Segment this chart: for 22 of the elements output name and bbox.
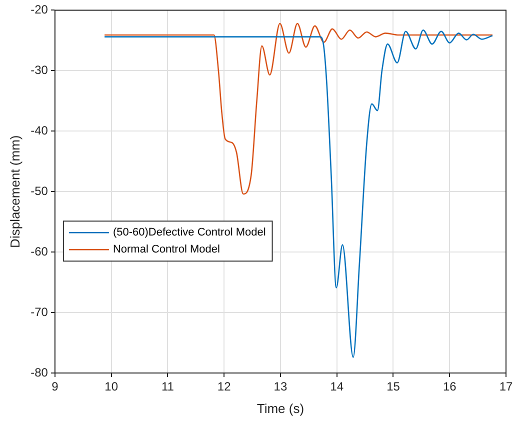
x-tick-label: 10 xyxy=(104,380,118,394)
legend-label: Normal Control Model xyxy=(112,244,220,256)
x-tick-label: 12 xyxy=(217,380,232,394)
x-tick-label: 17 xyxy=(499,380,513,394)
y-tick-label: -80 xyxy=(30,365,48,380)
line-series xyxy=(104,30,494,358)
y-tick-label: -40 xyxy=(30,123,48,138)
x-tick-label: 16 xyxy=(442,380,457,394)
y-tick-label: -50 xyxy=(30,184,48,198)
x-tick-label: 15 xyxy=(386,380,400,394)
x-tick-label: 14 xyxy=(330,380,344,394)
y-axis-title: Displacement (mm) xyxy=(7,135,22,248)
y-tick-label: -30 xyxy=(30,62,48,77)
y-tick-label: -20 xyxy=(30,2,48,17)
line-series xyxy=(104,22,494,195)
x-tick-label: 9 xyxy=(52,380,59,394)
y-tick-label: -60 xyxy=(30,244,48,258)
y-tick-label: -70 xyxy=(30,304,48,319)
x-tick-label: 13 xyxy=(274,380,288,394)
x-tick-label: 11 xyxy=(161,380,174,394)
legend-label: (50-60)Defective Control Model xyxy=(112,226,266,239)
x-axis-title: Time (s) xyxy=(256,400,304,416)
